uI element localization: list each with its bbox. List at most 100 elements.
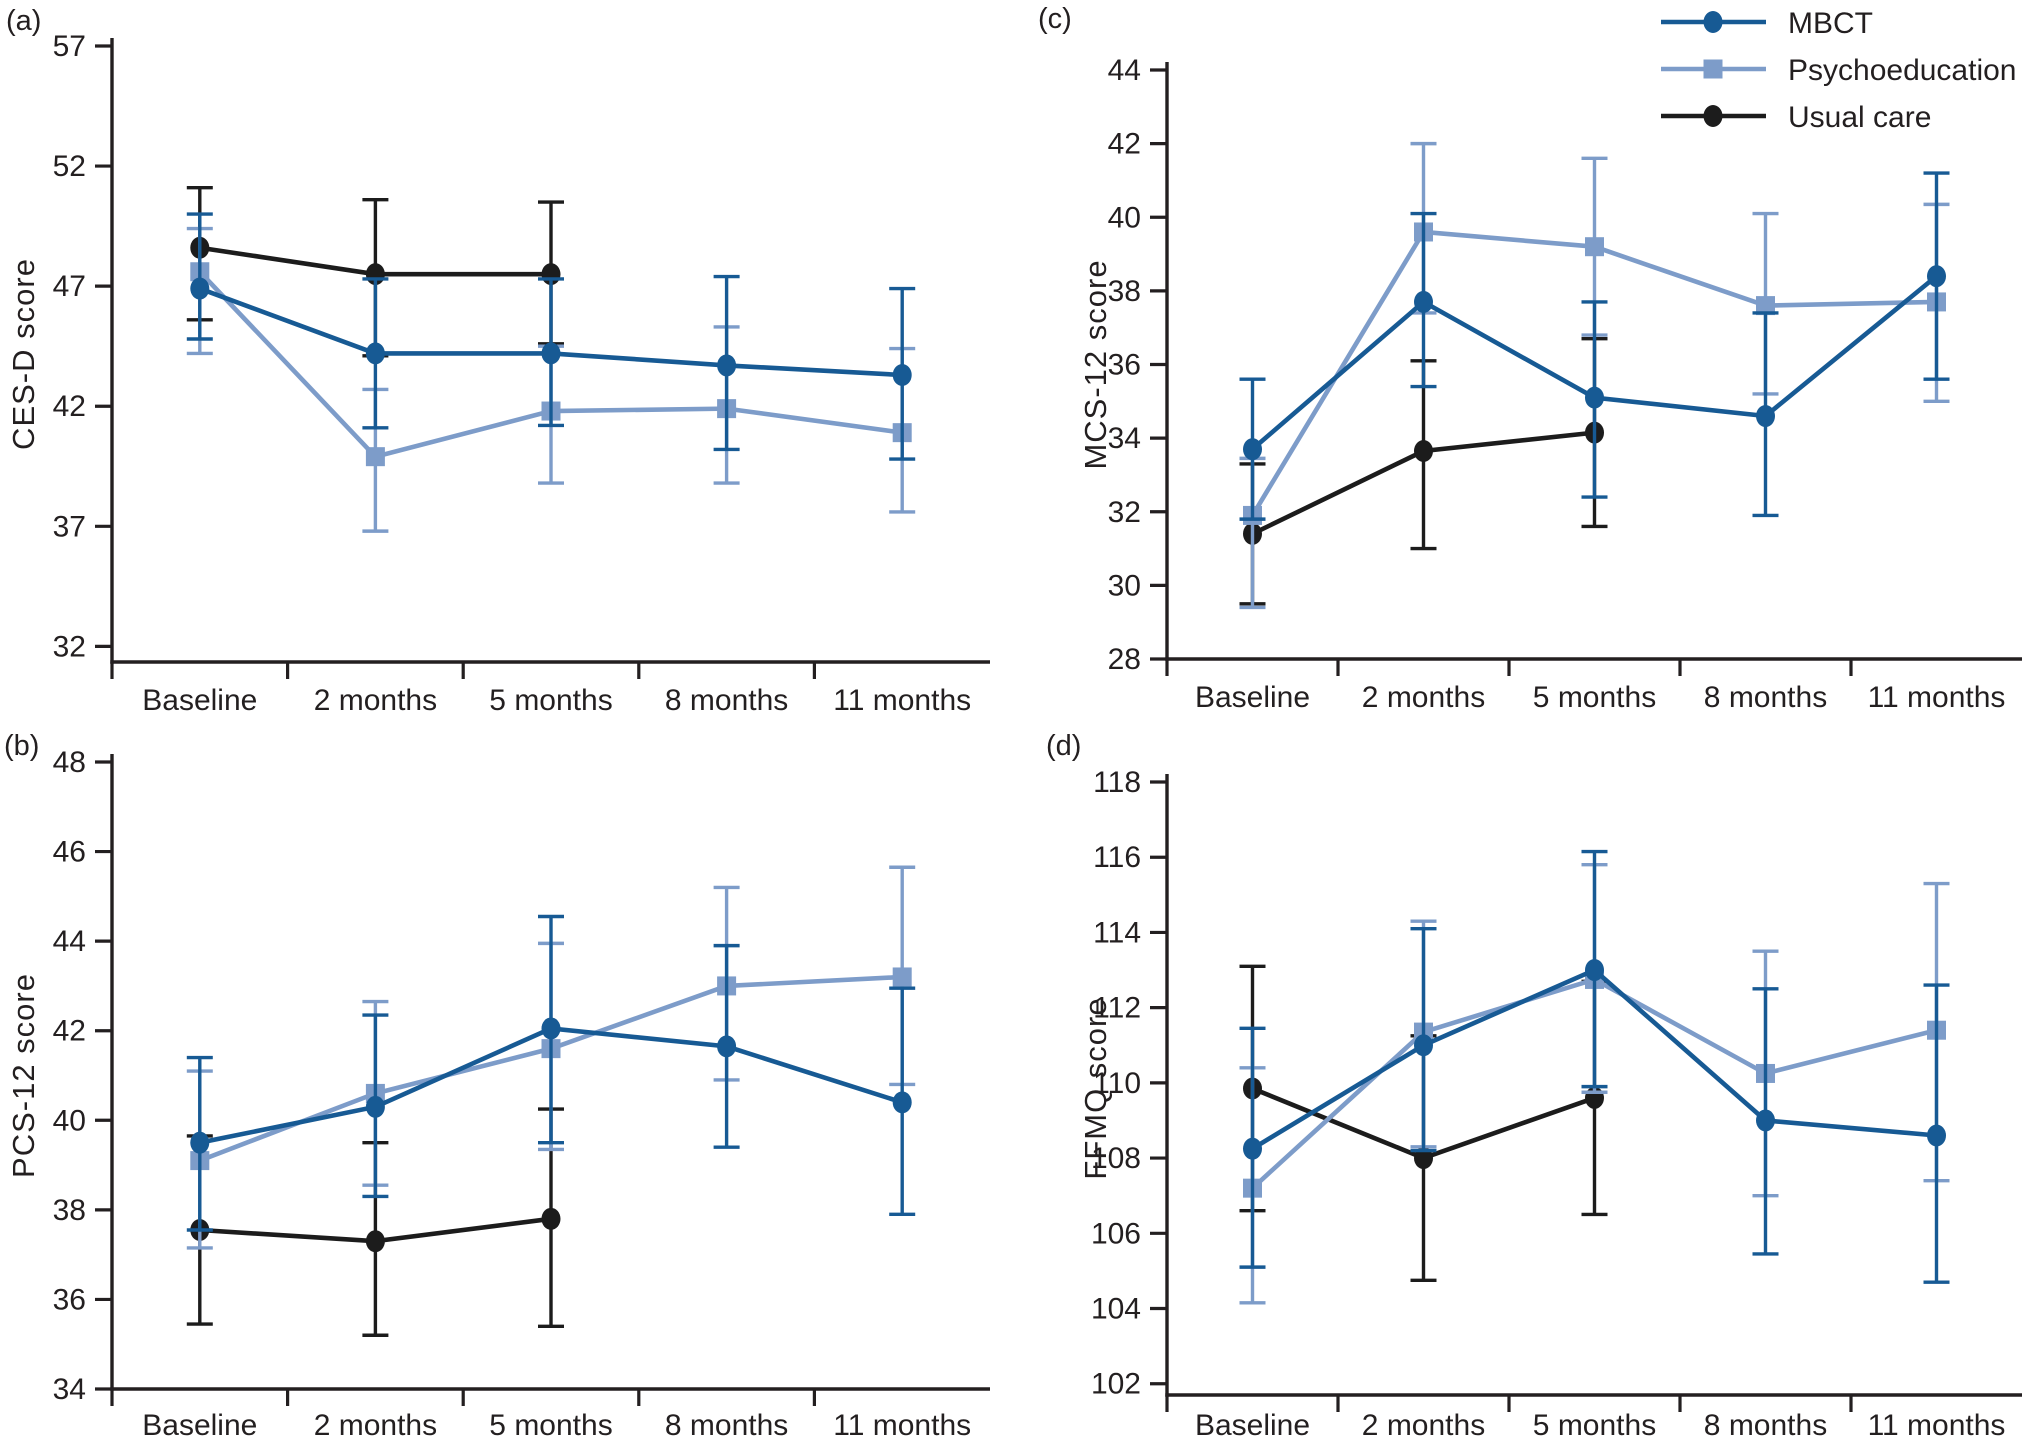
y-axis-title: FFMQ score xyxy=(1078,997,1113,1179)
x-category-label: 11 months xyxy=(833,1409,971,1442)
x-category-label: 5 months xyxy=(1533,1409,1656,1442)
x-category-label: 11 months xyxy=(1868,681,2006,714)
data-point-marker-usual_care xyxy=(365,1230,385,1253)
data-point-marker-mbct xyxy=(365,342,385,365)
y-tick-label: 44 xyxy=(53,925,86,958)
y-tick-label: 106 xyxy=(1091,1217,1141,1250)
x-category-label: Baseline xyxy=(1195,1409,1310,1442)
panel-label: (d) xyxy=(1046,730,1081,762)
data-point-marker-mbct xyxy=(717,1035,737,1058)
data-point-marker-mbct xyxy=(1414,1034,1433,1057)
x-category-label: 11 months xyxy=(833,684,971,717)
y-tick-label: 42 xyxy=(53,390,86,423)
data-point-marker-usual_care xyxy=(1414,440,1433,463)
y-tick-label: 104 xyxy=(1091,1293,1141,1326)
data-point-marker-mbct xyxy=(892,1091,912,1114)
data-point-marker-mbct xyxy=(892,364,912,387)
series-mbct xyxy=(186,212,916,461)
y-tick-label: 46 xyxy=(53,836,86,869)
y-tick-label: 34 xyxy=(1108,422,1141,455)
data-point-marker-psychoeducation xyxy=(1756,296,1775,316)
panel-c-mcs-12-chart: (c) 28 30 32 34 36 38 40 42 44 Baseline 2 months 5 m… xyxy=(1038,3,2022,714)
y-tick-label: 42 xyxy=(53,1015,86,1048)
data-point-marker-mbct xyxy=(1243,1137,1262,1160)
data-point-marker-mbct xyxy=(365,1095,385,1118)
y-tick-label: 34 xyxy=(53,1373,86,1406)
y-tick-label: 44 xyxy=(1108,54,1141,87)
x-category-label: 2 months xyxy=(1362,1409,1485,1442)
y-tick-label: 116 xyxy=(1093,841,1141,874)
data-point-marker-mbct xyxy=(1414,290,1433,313)
legend-label: Psychoeducation xyxy=(1788,54,2017,87)
data-point-marker-psychoeducation xyxy=(892,967,912,987)
data-point-marker-psychoeducation xyxy=(1585,237,1604,257)
legend-marker-usual_care xyxy=(1703,105,1723,127)
y-tick-label: 36 xyxy=(53,1283,86,1316)
data-point-marker-mbct xyxy=(190,1131,210,1154)
y-tick-label: 114 xyxy=(1093,916,1141,949)
legend: MBCT Psychoeducation Usual care xyxy=(1661,7,2017,134)
legend-marker-mbct xyxy=(1703,11,1723,33)
y-tick-label: 32 xyxy=(53,630,86,663)
x-category-label: 2 months xyxy=(314,684,437,717)
x-category-label: 8 months xyxy=(1704,681,1827,714)
y-tick-label: 40 xyxy=(1108,201,1141,234)
data-point-marker-mbct xyxy=(1585,386,1604,409)
data-point-marker-mbct xyxy=(1585,959,1604,982)
x-category-label: 2 months xyxy=(314,1409,437,1442)
y-tick-label: 47 xyxy=(53,270,86,303)
data-point-marker-mbct xyxy=(190,277,210,300)
x-category-label: 2 months xyxy=(1362,681,1485,714)
x-category-label: 8 months xyxy=(665,684,788,717)
data-point-marker-mbct xyxy=(1756,1109,1775,1132)
y-tick-label: 32 xyxy=(1108,496,1141,529)
panel-d-ffmq-chart: (d) 102 104 106 108 110 112 114 116 118 Baseline 2 … xyxy=(1046,730,2022,1442)
y-tick-label: 102 xyxy=(1091,1368,1141,1401)
data-point-marker-mbct xyxy=(717,354,737,377)
y-tick-label: 118 xyxy=(1093,766,1141,799)
y-tick-label: 28 xyxy=(1108,643,1141,676)
y-tick-label: 57 xyxy=(53,30,86,63)
y-axis-title: MCS-12 score xyxy=(1078,259,1113,469)
series-mbct xyxy=(1239,171,1950,521)
x-category-label: 8 months xyxy=(665,1409,788,1442)
y-tick-label: 52 xyxy=(53,150,86,183)
y-tick-label: 30 xyxy=(1108,569,1141,602)
legend-marker-psychoeducation xyxy=(1703,59,1723,79)
x-category-label: Baseline xyxy=(1195,681,1310,714)
y-tick-label: 40 xyxy=(53,1104,86,1137)
data-point-marker-mbct xyxy=(541,1017,561,1040)
panel-label: (a) xyxy=(6,5,41,37)
y-tick-label: 112 xyxy=(1093,992,1141,1025)
data-point-marker-usual_care xyxy=(541,1207,561,1230)
x-category-label: Baseline xyxy=(142,1409,257,1442)
data-point-marker-mbct xyxy=(1927,1124,1946,1147)
x-category-label: 8 months xyxy=(1704,1409,1827,1442)
data-point-marker-psychoeducation xyxy=(365,447,385,467)
y-tick-label: 108 xyxy=(1091,1142,1141,1175)
series-mbct xyxy=(186,914,916,1232)
x-category-label: 5 months xyxy=(489,684,612,717)
y-tick-label: 38 xyxy=(1108,275,1141,308)
x-category-label: 11 months xyxy=(1868,1409,2006,1442)
panel-b-pcs-12-chart: (b) 34 36 38 40 42 44 46 48 Baseline 2 months 5 mon… xyxy=(4,730,990,1442)
y-tick-label: 42 xyxy=(1108,128,1141,161)
y-tick-label: 48 xyxy=(53,746,86,779)
x-category-label: 5 months xyxy=(489,1409,612,1442)
data-point-marker-mbct xyxy=(1243,438,1262,461)
y-axis-title: CES-D score xyxy=(6,258,41,450)
legend-label: MBCT xyxy=(1788,7,1873,40)
panel-label: (b) xyxy=(4,730,39,762)
panel-a-ces-d-chart: (a) 32 37 42 47 52 57 Baseline 2 months 5 months 8… xyxy=(6,5,990,717)
panel-label: (c) xyxy=(1038,3,1072,35)
data-point-marker-mbct xyxy=(1756,405,1775,428)
y-tick-label: 38 xyxy=(53,1194,86,1227)
data-point-marker-mbct xyxy=(541,342,561,365)
data-point-marker-usual_care xyxy=(1414,1147,1433,1170)
data-point-marker-mbct xyxy=(1927,265,1946,288)
legend-label: Usual care xyxy=(1788,101,1931,134)
x-category-label: 5 months xyxy=(1533,681,1656,714)
y-tick-label: 37 xyxy=(53,510,86,543)
y-tick-label: 110 xyxy=(1093,1067,1141,1100)
